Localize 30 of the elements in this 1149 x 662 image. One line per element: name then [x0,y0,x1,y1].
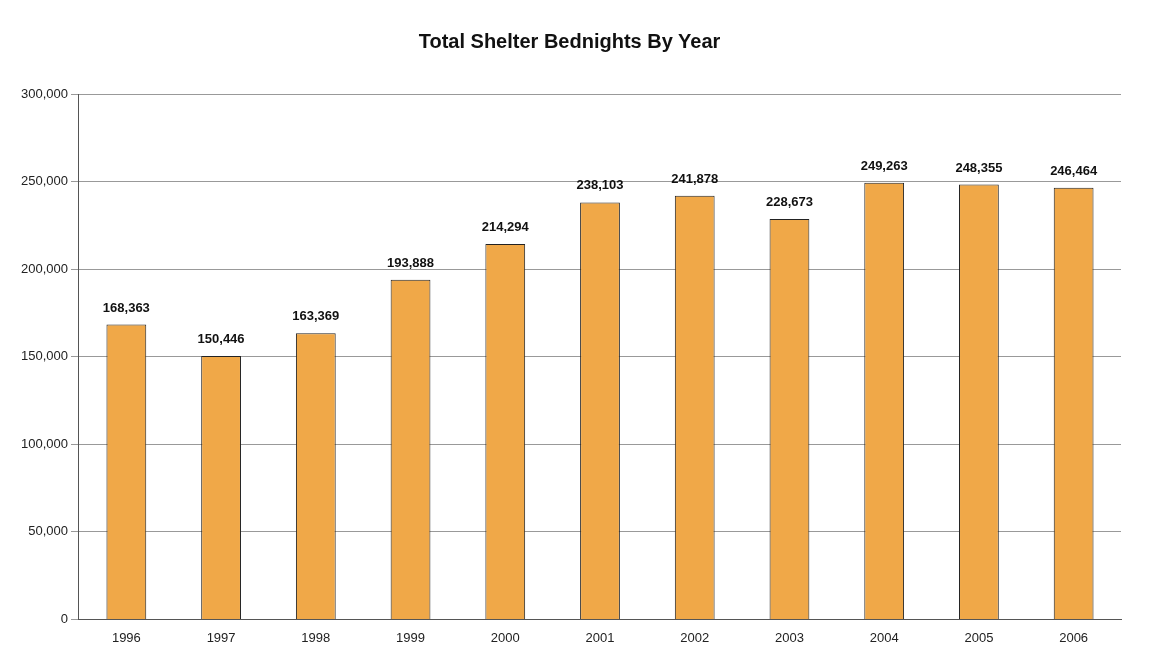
data-label: 228,673 [765,194,813,209]
data-label: 150,446 [197,331,245,346]
data-label: 249,263 [860,157,908,173]
x-tick-label: 2005 [964,629,994,645]
x-tick-label: 1996 [111,629,141,645]
y-tick-label: 200,000 [20,260,68,276]
data-label: 246,464 [1050,162,1098,178]
x-tick-label: 2000 [490,629,520,645]
y-tick-label: 50,000 [28,523,68,539]
chart-title: Total Shelter Bednights By Year [418,29,721,52]
data-label: 238,103 [576,177,624,193]
x-tick-label: 1997 [206,629,236,645]
data-label: 193,888 [387,254,435,270]
y-tick-label: 300,000 [20,85,68,101]
data-label: 163,369 [292,308,340,324]
data-label: 248,355 [955,159,1003,175]
x-tick-label: 2003 [774,629,804,645]
data-label: 241,878 [671,170,719,186]
x-tick-label: 2006 [1059,629,1089,645]
x-tick-label: 2004 [869,629,899,645]
y-tick-label: 150,000 [20,348,68,364]
x-tick-label: 2001 [585,629,615,645]
x-tick-label: 2002 [680,629,710,645]
y-tick-label: 250,000 [20,173,68,189]
y-tick-label: 0 [60,610,68,626]
data-label: 168,363 [102,299,150,315]
x-tick-label: 1998 [301,629,331,645]
y-tick-label: 100,000 [20,435,68,451]
data-label: 214,294 [481,219,530,235]
x-tick-label: 1999 [396,629,425,645]
